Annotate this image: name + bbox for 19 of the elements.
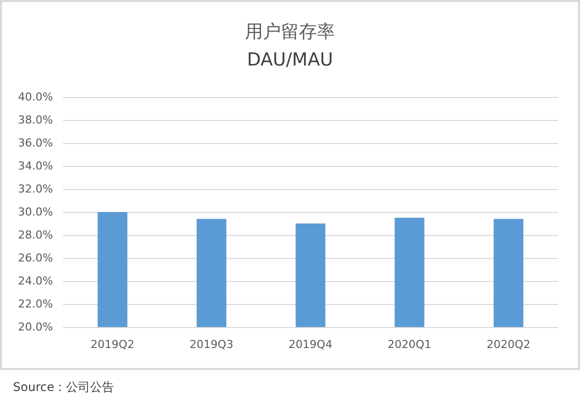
x-tick-label: 2019Q3 (190, 338, 234, 351)
x-tick-label: 2019Q4 (288, 338, 332, 351)
y-tick-label: 40.0% (18, 90, 53, 104)
x-tick-label: 2020Q2 (486, 338, 530, 351)
chart-title: 用户留存率 (245, 22, 335, 42)
y-tick-label: 20.0% (18, 320, 53, 334)
y-tick-label: 26.0% (18, 252, 53, 264)
y-tick-label: 34.0% (18, 160, 53, 172)
y-tick-label: 38.0% (18, 114, 53, 126)
y-tick-label: 22.0% (18, 298, 53, 310)
source-note: Source：公司公告 (13, 380, 114, 394)
x-tick-label: 2019Q2 (90, 338, 134, 351)
y-tick-label: 32.0% (18, 182, 53, 196)
y-tick-label: 24.0% (18, 274, 53, 288)
y-tick-label: 36.0% (18, 136, 53, 150)
y-tick-label: 28.0% (18, 228, 53, 242)
x-tick-label: 2020Q1 (388, 338, 432, 351)
y-tick-label: 30.0% (18, 206, 53, 218)
chart-subtitle: DAU/MAU (246, 50, 334, 70)
